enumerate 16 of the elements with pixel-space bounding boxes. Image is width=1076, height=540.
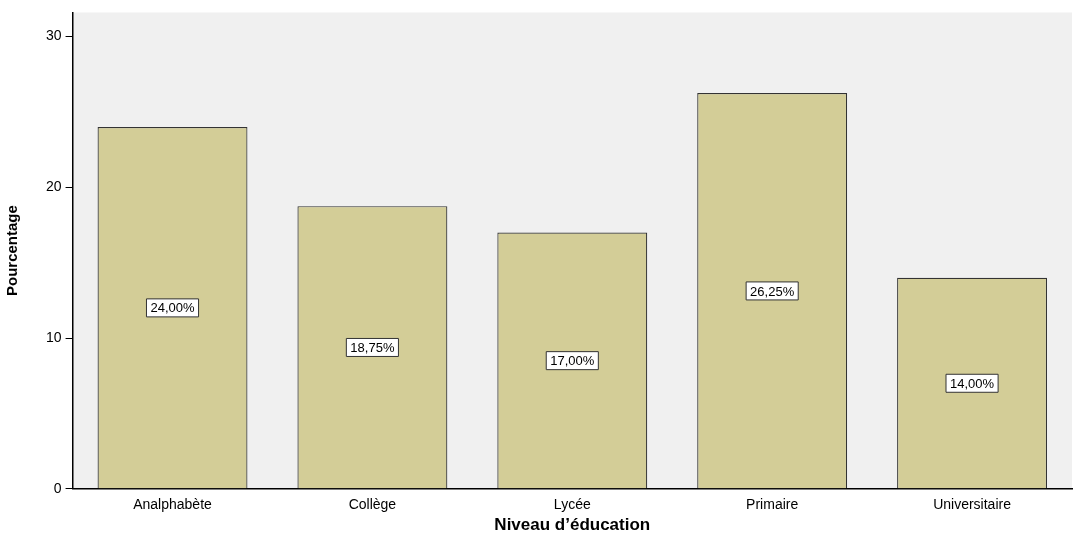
y-tick-label: 10 bbox=[45, 328, 62, 345]
data-label: 24,00% bbox=[150, 300, 195, 316]
y-tick-label: 0 bbox=[53, 479, 62, 496]
data-label: 14,00% bbox=[950, 375, 995, 391]
x-tick-label: Lycée bbox=[553, 496, 591, 513]
data-label: 18,75% bbox=[350, 340, 395, 356]
y-tick-label: 30 bbox=[45, 27, 62, 44]
x-tick-label: Primaire bbox=[746, 496, 799, 513]
x-tick-label: Collège bbox=[348, 496, 397, 513]
y-tick-label: 20 bbox=[45, 178, 62, 195]
data-label: 26,25% bbox=[750, 283, 795, 299]
x-tick-label: Universitaire bbox=[933, 496, 1012, 513]
data-label: 17,00% bbox=[550, 353, 595, 369]
y-axis-title: Pourcentage bbox=[3, 205, 21, 297]
x-tick-label: Analphabète bbox=[133, 496, 213, 513]
x-axis-title: Niveau d’éducation bbox=[494, 515, 651, 535]
